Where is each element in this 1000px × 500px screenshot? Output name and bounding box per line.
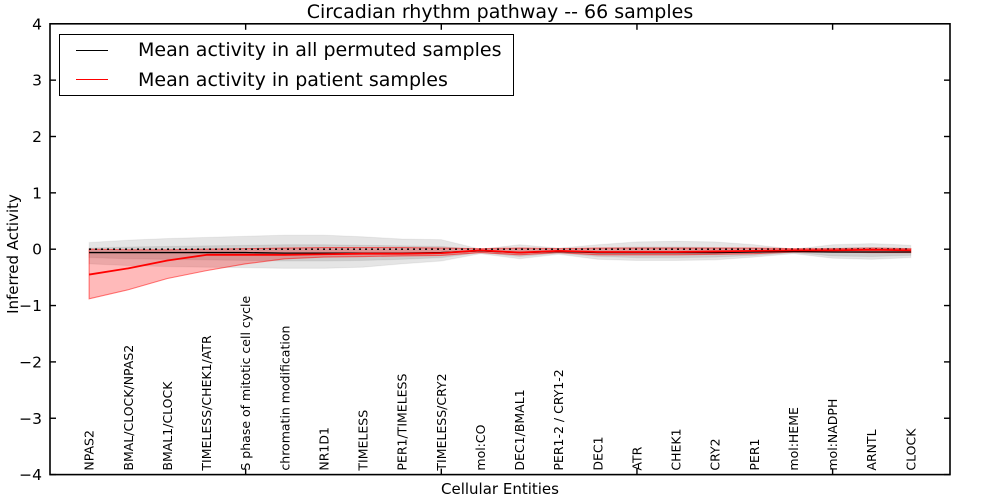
x-entity-label: DEC1 [590, 436, 605, 470]
y-axis-label: Inferred Activity [4, 194, 22, 314]
x-entity-label: S phase of mitotic cell cycle [238, 295, 253, 470]
x-entity-label: CLOCK [903, 428, 918, 471]
legend: Mean activity in all permuted samples Mea… [59, 34, 514, 96]
x-entity-label: CRY2 [708, 438, 723, 470]
y-tick-label: 4 [32, 15, 42, 33]
y-tick-label: −1 [19, 297, 42, 315]
x-entity-label: PER1 [747, 439, 762, 471]
y-tick-labels: −4 −3 −2 −1 0 1 2 3 4 [19, 15, 42, 484]
x-entity-label: BMAL1/CLOCK [160, 381, 175, 471]
patient-mean-line [88, 248, 911, 276]
x-entity-label: mol:CO [473, 424, 488, 470]
x-entity-label: DEC1/BMAL1 [512, 389, 527, 470]
x-entity-label: TIMELESS/CRY2 [434, 373, 449, 471]
confidence-bands [88, 234, 912, 300]
x-entity-label: mol:HEME [786, 407, 801, 471]
x-entity-label: ARNTL [864, 429, 879, 470]
x-axis-label: Cellular Entities [441, 480, 559, 498]
x-entity-label: BMAL/CLOCK/NPAS2 [121, 345, 136, 471]
x-entity-label: mol:NADPH [825, 399, 840, 471]
x-entity-label: NR1D1 [316, 427, 331, 471]
legend-line-sample [76, 49, 108, 51]
y-tick-label: 3 [32, 72, 42, 90]
series-lines [88, 248, 911, 276]
chart-title: Circadian rhythm pathway -- 66 samples [306, 1, 694, 23]
y-tick-label: −3 [19, 410, 42, 428]
y-tick-label: −4 [19, 466, 42, 484]
x-entity-label: TIMELESS [356, 410, 371, 472]
x-entity-label: NPAS2 [82, 430, 97, 471]
y-tick-label: 1 [32, 184, 42, 202]
legend-item-label: Mean activity in patient samples [138, 68, 448, 91]
legend-line-sample [76, 79, 108, 81]
x-entity-label: PER1/TIMELESS [395, 374, 410, 471]
legend-item: Mean activity in patient samples [60, 66, 513, 94]
x-entity-label: ATR [629, 446, 644, 470]
x-entity-labels: NPAS2 BMAL/CLOCK/NPAS2 BMAL1/CLOCK TIMELESS… [82, 295, 919, 471]
legend-item-label: Mean activity in all permuted samples [138, 39, 502, 62]
y-tick-label: 2 [32, 128, 42, 146]
y-tick-label: 0 [32, 241, 42, 259]
x-entity-label: TIMELESS/CHEK1/ATR [199, 335, 214, 472]
axis-ticks [50, 23, 950, 476]
x-entity-label: chromatin modification [277, 326, 292, 471]
x-entity-label: PER1-2 / CRY1-2 [551, 369, 566, 470]
y-tick-label: −2 [19, 353, 42, 371]
legend-item: Mean activity in all permuted samples [60, 36, 513, 64]
x-entity-label: CHEK1 [669, 428, 684, 470]
